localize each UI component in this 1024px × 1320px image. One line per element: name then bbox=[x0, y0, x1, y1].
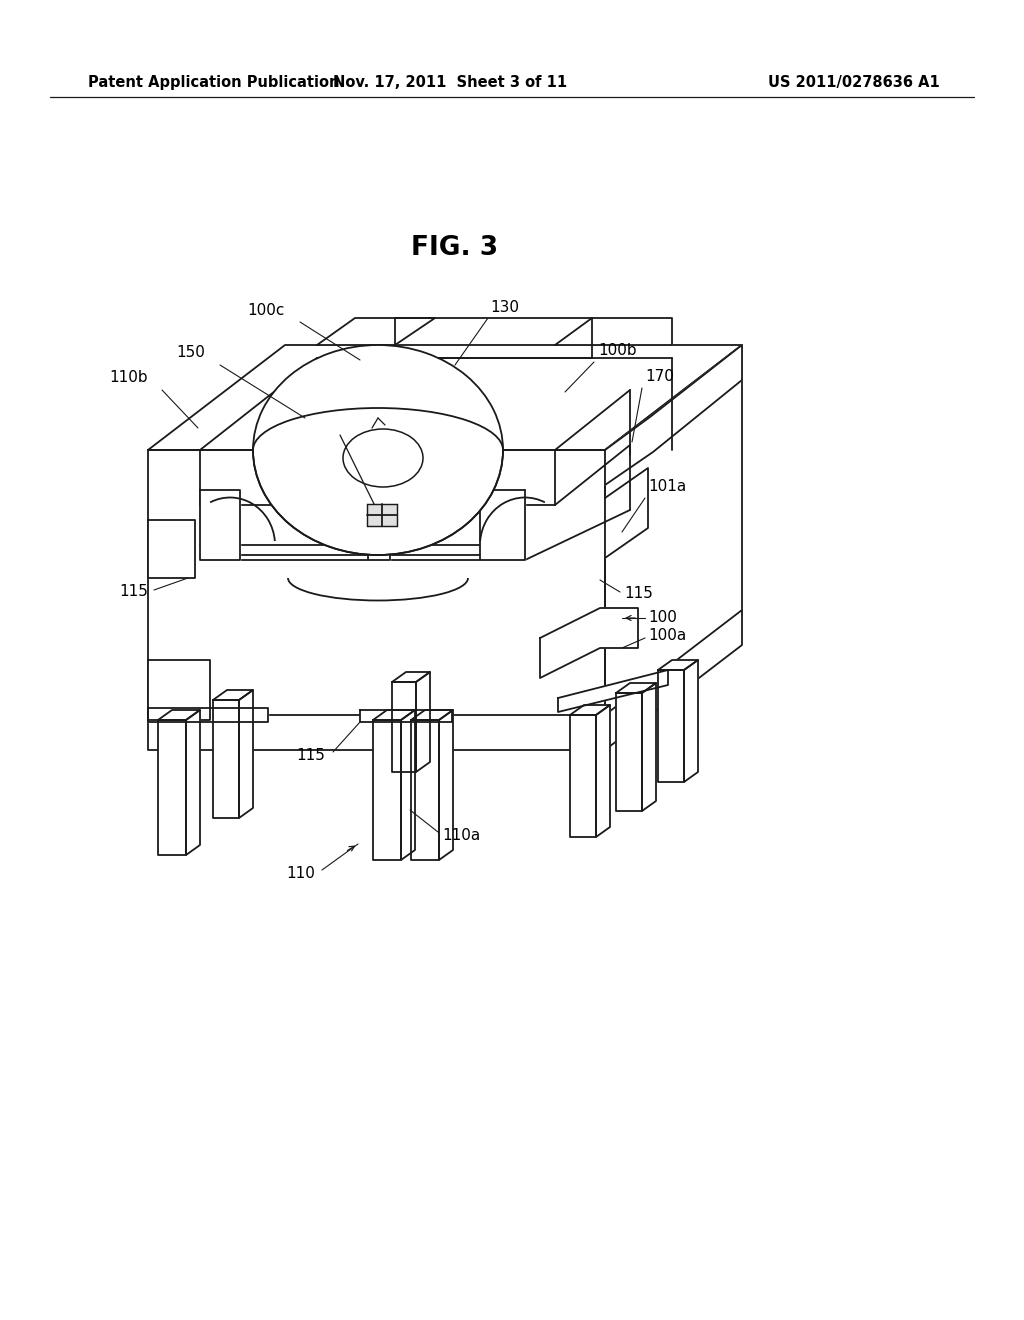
Text: Patent Application Publication: Patent Application Publication bbox=[88, 75, 340, 90]
Polygon shape bbox=[373, 719, 401, 861]
Polygon shape bbox=[684, 660, 698, 781]
Polygon shape bbox=[360, 710, 452, 722]
Polygon shape bbox=[439, 710, 453, 861]
Text: 100b: 100b bbox=[598, 343, 637, 358]
Polygon shape bbox=[373, 710, 415, 719]
Polygon shape bbox=[558, 671, 668, 711]
Text: 100c: 100c bbox=[248, 304, 285, 318]
Polygon shape bbox=[148, 450, 605, 719]
Polygon shape bbox=[416, 672, 430, 772]
Polygon shape bbox=[148, 660, 210, 719]
Polygon shape bbox=[392, 682, 416, 772]
Polygon shape bbox=[642, 682, 656, 810]
Polygon shape bbox=[570, 715, 596, 837]
Text: Nov. 17, 2011  Sheet 3 of 11: Nov. 17, 2011 Sheet 3 of 11 bbox=[333, 75, 567, 90]
Text: 101a: 101a bbox=[648, 479, 686, 494]
Polygon shape bbox=[148, 520, 195, 578]
Polygon shape bbox=[186, 710, 200, 855]
Text: 115: 115 bbox=[624, 586, 653, 602]
Polygon shape bbox=[411, 710, 453, 719]
Polygon shape bbox=[658, 660, 698, 671]
Text: 110a: 110a bbox=[442, 828, 480, 842]
Polygon shape bbox=[540, 609, 638, 678]
Text: 100a: 100a bbox=[648, 627, 686, 643]
Polygon shape bbox=[158, 710, 200, 719]
Polygon shape bbox=[401, 710, 415, 861]
Text: US 2011/0278636 A1: US 2011/0278636 A1 bbox=[768, 75, 940, 90]
Text: FIG. 3: FIG. 3 bbox=[412, 235, 499, 261]
Text: 110b: 110b bbox=[110, 370, 148, 385]
Polygon shape bbox=[555, 318, 672, 345]
Polygon shape bbox=[148, 610, 742, 750]
Text: 130: 130 bbox=[490, 300, 519, 315]
Polygon shape bbox=[658, 671, 684, 781]
Polygon shape bbox=[616, 693, 642, 810]
Ellipse shape bbox=[253, 345, 503, 554]
Polygon shape bbox=[213, 700, 239, 818]
Polygon shape bbox=[200, 490, 240, 560]
Polygon shape bbox=[158, 719, 186, 855]
Ellipse shape bbox=[343, 429, 423, 487]
Polygon shape bbox=[368, 506, 390, 560]
Text: 170: 170 bbox=[645, 370, 674, 384]
Polygon shape bbox=[148, 708, 268, 722]
Text: 100: 100 bbox=[648, 610, 677, 626]
Polygon shape bbox=[605, 469, 648, 558]
Text: 150: 150 bbox=[176, 345, 205, 360]
Polygon shape bbox=[570, 705, 610, 715]
Polygon shape bbox=[239, 690, 253, 818]
Polygon shape bbox=[392, 672, 430, 682]
Text: 110: 110 bbox=[286, 866, 315, 882]
FancyBboxPatch shape bbox=[367, 504, 397, 525]
Polygon shape bbox=[411, 719, 439, 861]
Polygon shape bbox=[317, 318, 435, 345]
Polygon shape bbox=[480, 490, 525, 560]
Polygon shape bbox=[596, 705, 610, 837]
Polygon shape bbox=[616, 682, 656, 693]
Polygon shape bbox=[213, 690, 253, 700]
Polygon shape bbox=[148, 345, 742, 450]
Polygon shape bbox=[605, 345, 742, 484]
Text: 115: 115 bbox=[119, 585, 148, 599]
Text: 115: 115 bbox=[296, 748, 325, 763]
Polygon shape bbox=[605, 345, 742, 719]
